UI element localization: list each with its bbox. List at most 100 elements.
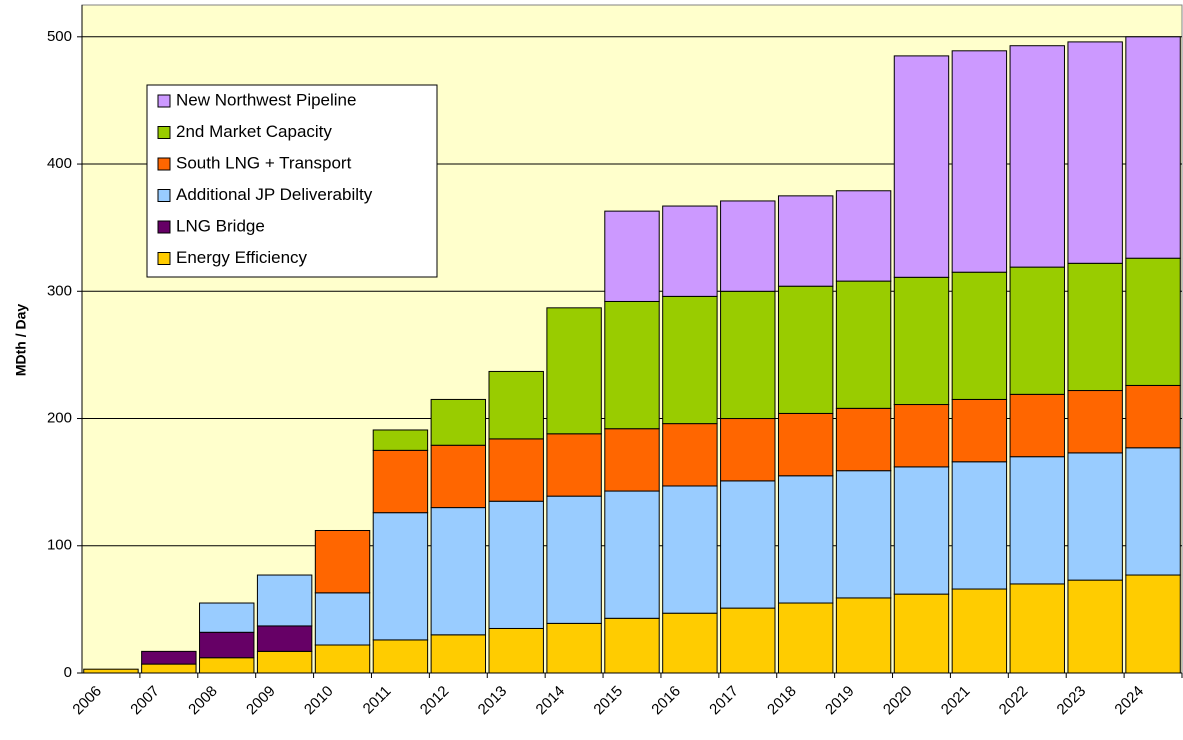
bar-segment (546, 307, 602, 435)
x-tick-label: 2008 (185, 683, 221, 719)
bar-segment (835, 407, 892, 472)
bar-segment (1125, 384, 1181, 449)
bar-segment (83, 668, 139, 674)
y-tick-label: 100 (47, 537, 72, 554)
bar-segment (720, 480, 776, 609)
bar-segment (1067, 41, 1123, 264)
legend-box (146, 84, 438, 278)
y-tick-label: 300 (47, 282, 72, 299)
bar-segment (372, 449, 429, 514)
bar-segment (720, 418, 776, 482)
y-tick-label: 200 (47, 409, 72, 426)
bar-segment (1125, 447, 1181, 576)
x-tick-label: 2017 (706, 683, 742, 719)
bar-segment (199, 657, 255, 674)
bar-segment (488, 438, 544, 502)
bar-segment (372, 429, 429, 451)
legend-label: South LNG + Transport (176, 153, 352, 172)
x-tick-label: 2015 (590, 683, 626, 719)
y-tick-label: 400 (47, 155, 72, 172)
bar-segment (662, 612, 718, 674)
x-tick-label: 2010 (301, 683, 337, 719)
bar-segment (1067, 390, 1123, 454)
x-tick-label: 2023 (1054, 683, 1090, 719)
bar-segment (1009, 45, 1065, 268)
bar-segment (777, 412, 834, 477)
x-tick-label: 2009 (243, 683, 279, 719)
bar-segment (893, 55, 950, 278)
x-tick-label: 2012 (417, 683, 453, 719)
legend-swatch (157, 157, 171, 171)
bar-segment (951, 398, 1008, 463)
bar-segment (546, 622, 602, 674)
legend-swatch (157, 189, 171, 202)
bar-segment (893, 466, 950, 595)
bar-segment (835, 190, 892, 282)
bar-segment (662, 295, 718, 425)
bar-segment (835, 280, 892, 409)
legend-swatch (157, 252, 171, 265)
bar-segment (546, 495, 602, 624)
bar-segment (951, 271, 1008, 400)
y-axis-title: MDth / Day (13, 304, 29, 377)
bar-segment (141, 663, 197, 674)
bar-segment (604, 210, 660, 302)
bar-segment (951, 588, 1008, 674)
bar-segment (604, 617, 660, 674)
bar-segment (1009, 456, 1065, 585)
x-tick-label: 2021 (938, 683, 974, 719)
y-tick-label: 500 (47, 28, 72, 45)
bar-segment (720, 200, 776, 292)
bar-segment (604, 490, 660, 619)
bar-segment (835, 597, 892, 674)
bar-segment (430, 398, 487, 446)
bar-segment (256, 625, 313, 652)
bar-segment (314, 592, 371, 646)
bar-segment (372, 639, 429, 674)
legend-swatch (157, 126, 171, 139)
bar-segment (372, 512, 429, 641)
bar-segment (1067, 262, 1123, 392)
bar-segment (488, 627, 544, 674)
bar-segment (720, 290, 776, 420)
bar-segment (893, 404, 950, 468)
bar-segment (488, 370, 544, 440)
bar-segment (662, 205, 718, 297)
x-tick-label: 2007 (127, 683, 163, 719)
bar-segment (835, 470, 892, 599)
x-tick-label: 2011 (360, 683, 395, 718)
legend-label: New Northwest Pipeline (176, 90, 356, 109)
bar-segment (604, 300, 660, 430)
bar-segment (777, 602, 834, 674)
bar-segment (1125, 36, 1181, 259)
y-tick-label: 0 (64, 664, 72, 681)
x-tick-label: 2024 (1111, 683, 1147, 719)
x-tick-label: 2022 (996, 683, 1032, 719)
x-tick-label: 2019 (822, 683, 858, 719)
bar-segment (430, 634, 487, 674)
legend-swatch (157, 94, 171, 108)
x-tick-label: 2006 (69, 683, 105, 719)
bar-segment (893, 593, 950, 674)
x-tick-label: 2014 (533, 683, 569, 719)
bar-segment (777, 475, 834, 604)
legend-label: 2nd Market Capacity (176, 122, 332, 141)
bar-segment (314, 529, 371, 594)
bar-segment (777, 195, 834, 287)
bar-segment (1009, 393, 1065, 458)
bar-segment (777, 285, 834, 414)
bar-segment (141, 650, 197, 665)
bar-segment (604, 428, 660, 492)
legend-label: Additional JP Deliverabilty (176, 185, 373, 204)
legend: New Northwest Pipeline 2nd Market Capacit… (146, 84, 438, 278)
bar-segment (662, 485, 718, 614)
bar-segment (314, 644, 371, 674)
legend-label: Energy Efficiency (176, 248, 308, 267)
legend-label: LNG Bridge (176, 216, 265, 235)
bar-segment (488, 500, 544, 629)
bar-segment (1009, 583, 1065, 674)
bar-segment (199, 602, 255, 633)
x-tick-label: 2013 (475, 683, 511, 719)
bar-segment (256, 574, 313, 627)
